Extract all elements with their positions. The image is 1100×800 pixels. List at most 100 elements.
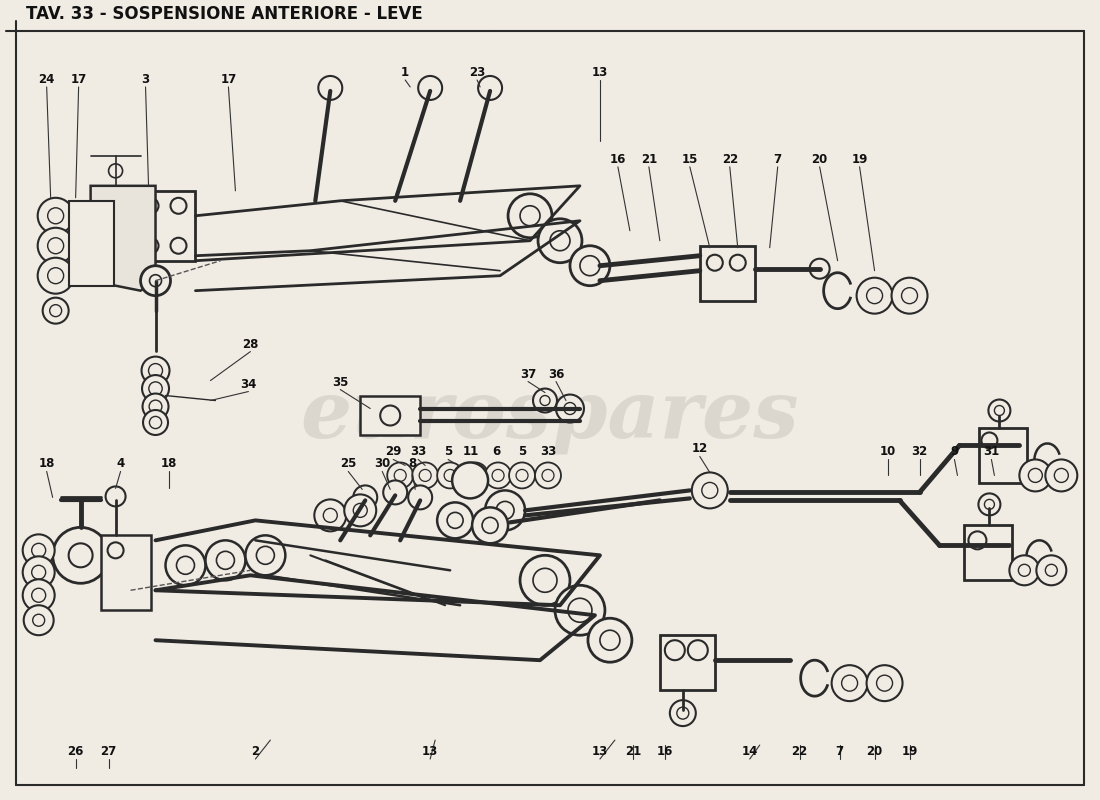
Text: 16: 16: [609, 153, 626, 166]
Text: 13: 13: [422, 745, 438, 758]
Circle shape: [1045, 459, 1077, 491]
Circle shape: [37, 228, 74, 264]
Circle shape: [984, 499, 994, 510]
Text: 2: 2: [251, 745, 260, 758]
Circle shape: [485, 462, 512, 489]
Circle shape: [437, 502, 473, 538]
Text: 6: 6: [492, 446, 500, 458]
Text: 32: 32: [912, 446, 927, 458]
Text: 8: 8: [408, 458, 416, 470]
Circle shape: [47, 238, 64, 254]
Text: 18: 18: [39, 458, 55, 470]
Circle shape: [141, 266, 170, 296]
Circle shape: [47, 268, 64, 284]
Circle shape: [867, 288, 882, 304]
Circle shape: [1028, 469, 1043, 482]
Circle shape: [109, 164, 122, 178]
Circle shape: [408, 486, 432, 510]
Circle shape: [143, 238, 158, 254]
Circle shape: [383, 481, 407, 504]
Circle shape: [570, 246, 609, 286]
Circle shape: [37, 198, 74, 234]
Circle shape: [108, 542, 123, 558]
Text: 22: 22: [722, 153, 738, 166]
Circle shape: [353, 486, 377, 510]
Circle shape: [867, 665, 902, 701]
Text: 27: 27: [100, 745, 117, 758]
Circle shape: [994, 406, 1004, 415]
Circle shape: [50, 305, 62, 317]
Circle shape: [150, 417, 162, 429]
Circle shape: [981, 433, 998, 449]
Circle shape: [165, 546, 206, 586]
Text: 7: 7: [836, 745, 844, 758]
Text: 36: 36: [548, 367, 564, 381]
Circle shape: [492, 470, 504, 482]
Text: 22: 22: [792, 745, 807, 758]
Circle shape: [24, 606, 54, 635]
Circle shape: [68, 543, 92, 567]
Circle shape: [462, 462, 488, 489]
Circle shape: [150, 274, 162, 286]
Circle shape: [23, 534, 55, 566]
Circle shape: [37, 258, 74, 294]
Polygon shape: [90, 186, 155, 290]
Circle shape: [381, 406, 400, 426]
Circle shape: [534, 568, 557, 592]
Circle shape: [729, 254, 746, 270]
Circle shape: [344, 494, 376, 526]
Circle shape: [556, 586, 605, 635]
Circle shape: [387, 462, 414, 489]
Text: 19: 19: [851, 153, 868, 166]
Text: 9: 9: [950, 446, 958, 458]
Circle shape: [170, 198, 187, 214]
Circle shape: [810, 258, 829, 278]
Text: 29: 29: [385, 446, 402, 458]
Circle shape: [520, 206, 540, 226]
Circle shape: [256, 546, 274, 564]
Text: 3: 3: [142, 73, 150, 86]
Circle shape: [550, 230, 570, 250]
Circle shape: [1020, 459, 1052, 491]
Text: 23: 23: [469, 66, 485, 79]
Text: 33: 33: [540, 446, 557, 458]
Circle shape: [437, 462, 463, 489]
Text: 30: 30: [374, 458, 390, 470]
Circle shape: [245, 535, 285, 575]
Text: 7: 7: [773, 153, 782, 166]
Text: 17: 17: [220, 73, 236, 86]
Text: 5: 5: [518, 446, 526, 458]
Circle shape: [496, 502, 514, 519]
Circle shape: [444, 470, 456, 482]
Text: 35: 35: [332, 375, 349, 389]
Text: 33: 33: [410, 446, 427, 458]
Text: 1: 1: [402, 66, 409, 79]
Circle shape: [170, 238, 187, 254]
Bar: [68, 201, 113, 286]
Circle shape: [564, 402, 576, 414]
Circle shape: [978, 494, 1000, 515]
Text: 26: 26: [67, 745, 84, 758]
Circle shape: [143, 198, 158, 214]
Circle shape: [469, 470, 481, 482]
Circle shape: [32, 588, 46, 602]
Bar: [965, 526, 1012, 580]
Circle shape: [1019, 564, 1031, 576]
Circle shape: [23, 579, 55, 611]
Text: 5: 5: [444, 446, 452, 458]
Circle shape: [148, 382, 162, 395]
Circle shape: [43, 298, 68, 324]
Text: 28: 28: [242, 338, 258, 350]
Circle shape: [447, 512, 463, 528]
Circle shape: [535, 462, 561, 489]
Circle shape: [32, 566, 46, 579]
Circle shape: [452, 462, 488, 498]
Circle shape: [600, 630, 620, 650]
Text: 13: 13: [592, 66, 608, 79]
Circle shape: [587, 618, 631, 662]
Circle shape: [32, 543, 46, 558]
Circle shape: [891, 278, 927, 314]
Text: 20: 20: [867, 745, 882, 758]
Circle shape: [968, 531, 987, 550]
Circle shape: [580, 256, 600, 276]
